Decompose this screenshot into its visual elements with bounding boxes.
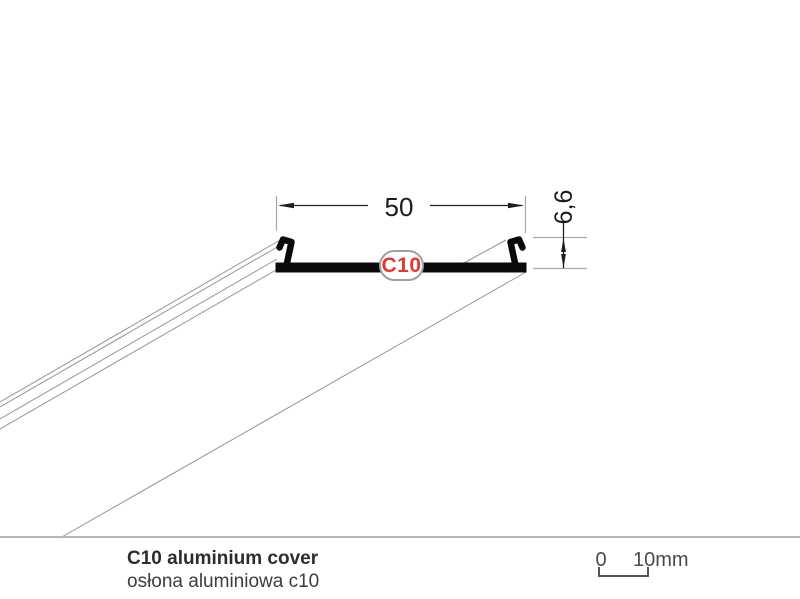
scalebar-bracket <box>598 567 649 577</box>
profile-name-badge: C10 <box>379 250 424 281</box>
perspective-line <box>0 245 280 408</box>
profile-right-hook <box>507 236 526 267</box>
arrowhead-right <box>508 202 524 209</box>
perspective-lines <box>0 238 527 539</box>
width-dimension-label: 50 <box>368 193 430 221</box>
width-dimension <box>278 202 524 209</box>
perspective-line-short <box>463 239 507 264</box>
scalebar-zero-label: 0 <box>595 549 607 571</box>
height-dimension <box>561 222 566 268</box>
arrowhead-left <box>278 202 294 209</box>
caption-title: C10 aluminium cover <box>127 548 319 569</box>
perspective-line <box>0 238 283 403</box>
caption-subtitle: osłona aluminiowa c10 <box>127 571 320 592</box>
perspective-line-long <box>59 271 527 539</box>
profile-left-hook <box>276 236 295 267</box>
caption: C10 aluminium cover osłona aluminiowa c1… <box>127 548 319 592</box>
extension-lines <box>275 196 587 270</box>
perspective-line <box>0 269 277 430</box>
scalebar-max-label: 10mm <box>633 549 689 571</box>
height-dimension-label: 6,6 <box>550 189 578 225</box>
arrowhead-up <box>561 238 566 252</box>
footer-divider <box>0 536 800 538</box>
perspective-line <box>0 258 278 420</box>
arrowhead-down <box>561 254 566 268</box>
